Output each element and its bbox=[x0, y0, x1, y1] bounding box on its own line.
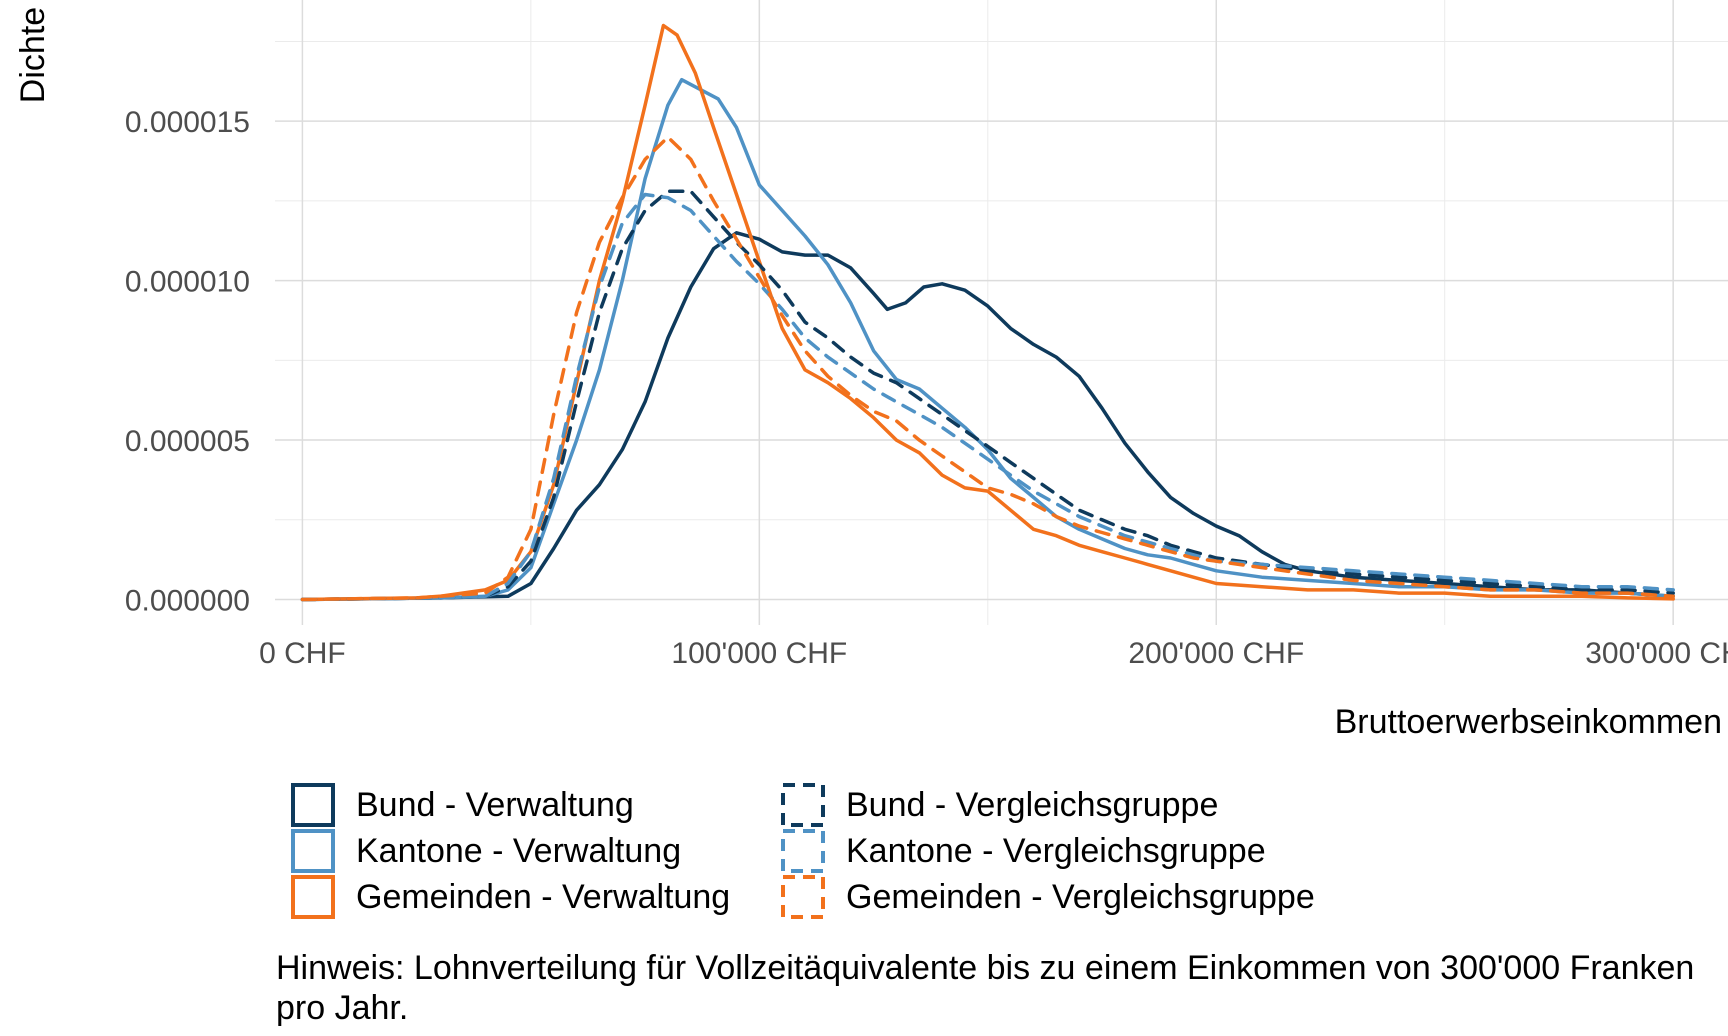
y-tick-label: 0.000015 bbox=[125, 106, 250, 139]
x-tick-label: 300'000 CHF bbox=[1585, 637, 1728, 670]
legend-item: Bund - Vergleichsgruppe bbox=[780, 782, 1340, 828]
legend-label: Bund - Verwaltung bbox=[356, 785, 634, 824]
legend-label: Gemeinden - Vergleichsgruppe bbox=[846, 877, 1315, 916]
legend-key-solid-dark-blue bbox=[291, 783, 335, 827]
legend-item: Gemeinden - Verwaltung bbox=[290, 874, 780, 920]
x-axis-title: Bruttoerwerbseinkommen bbox=[1335, 703, 1722, 741]
legend-key-dashed-dark-blue bbox=[781, 783, 825, 827]
legend-label: Kantone - Verwaltung bbox=[356, 831, 682, 870]
x-tick-label: 200'000 CHF bbox=[1128, 637, 1304, 670]
legend-item: Bund - Verwaltung bbox=[290, 782, 780, 828]
legend-item: Kantone - Vergleichsgruppe bbox=[780, 828, 1340, 874]
series-line-5 bbox=[300, 135, 1675, 602]
series-line-3 bbox=[300, 189, 1675, 602]
legend-key-solid-orange bbox=[291, 875, 335, 919]
y-axis-title: Dichte bbox=[14, 7, 52, 103]
legend-label: Kantone - Vergleichsgruppe bbox=[846, 831, 1266, 870]
y-tick-label: 0.000000 bbox=[125, 584, 250, 617]
x-tick-label: 0 CHF bbox=[259, 637, 346, 670]
density-chart: 0.000000 0.000005 0.000010 0.000015 0 CHF 10… bbox=[14, 0, 1728, 741]
legend-label: Bund - Vergleichsgruppe bbox=[846, 785, 1219, 824]
legend-item: Kantone - Verwaltung bbox=[290, 828, 780, 874]
series-line-1 bbox=[300, 77, 1675, 602]
legend-key-dashed-light-blue bbox=[781, 829, 825, 873]
series-line-2 bbox=[300, 23, 1675, 602]
y-tick-label: 0.000005 bbox=[125, 425, 250, 458]
legend-item: Gemeinden - Vergleichsgruppe bbox=[780, 874, 1340, 920]
y-tick-labels: 0.000000 0.000005 0.000010 0.000015 bbox=[125, 106, 250, 617]
legend-key-solid-light-blue bbox=[291, 829, 335, 873]
x-tick-labels: 0 CHF 100'000 CHF 200'000 CHF 300'000 CHF bbox=[259, 637, 1728, 670]
legend-label: Gemeinden - Verwaltung bbox=[356, 877, 731, 916]
legend-key-dashed-orange bbox=[781, 875, 825, 919]
grid-major bbox=[275, 0, 1728, 625]
y-tick-label: 0.000010 bbox=[125, 266, 250, 299]
x-tick-label: 100'000 CHF bbox=[671, 637, 847, 670]
grid-minor bbox=[275, 0, 1728, 625]
footnote: Hinweis: Lohnverteilung für Vollzeitäqui… bbox=[276, 949, 1695, 1027]
series-lines bbox=[300, 23, 1675, 602]
series-line-4 bbox=[300, 192, 1675, 602]
legend: Bund - Verwaltung Bund - Vergleichsgrupp… bbox=[290, 782, 1340, 920]
